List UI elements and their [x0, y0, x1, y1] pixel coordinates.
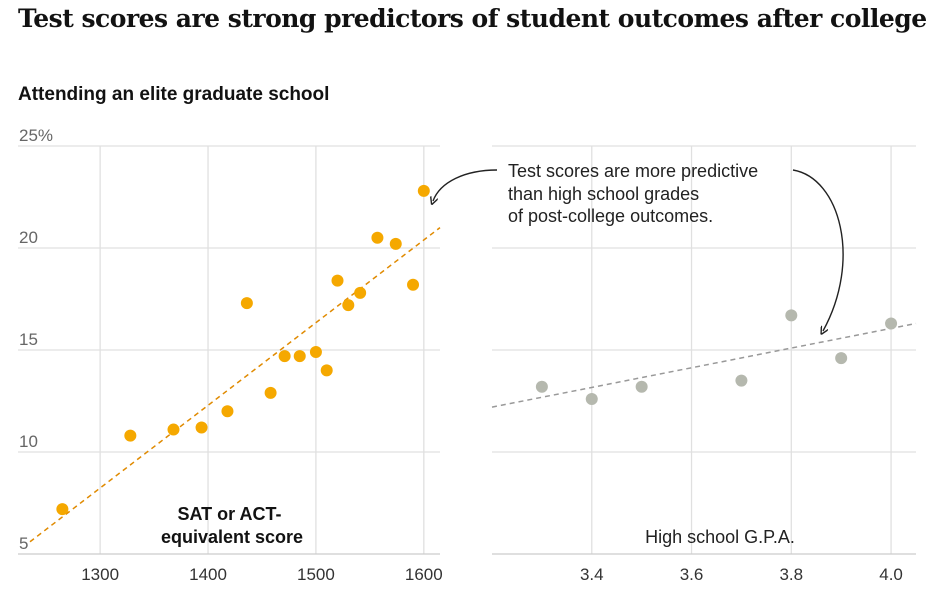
right-trend	[491, 322, 917, 408]
gpa-point	[585, 392, 598, 405]
x-tick-label: 4.0	[879, 565, 903, 584]
y-tick-label: 20	[19, 228, 38, 247]
right-x-axis-ticks: 3.4 3.6 3.8 4.0	[580, 565, 903, 584]
sat-point	[371, 231, 384, 244]
sat-point	[407, 278, 420, 291]
gpa-trend-line	[491, 322, 917, 408]
x-tick-label: 3.6	[680, 565, 704, 584]
chart-title: Test scores are strong predictors of stu…	[18, 4, 927, 33]
gpa-point	[835, 352, 848, 365]
gpa-point	[735, 374, 748, 387]
sat-point	[240, 297, 253, 310]
left-x-label-line-1: SAT or ACT-	[177, 504, 281, 524]
sat-point	[389, 237, 402, 250]
x-tick-label: 3.4	[580, 565, 604, 584]
sat-point	[167, 423, 180, 436]
sat-point	[293, 350, 306, 363]
left-points	[56, 184, 430, 516]
left-grid	[18, 145, 440, 555]
right-grid	[492, 145, 916, 555]
left-x-axis-label: SAT or ACT- equivalent score	[161, 504, 303, 547]
left-x-label-line-2: equivalent score	[161, 527, 303, 547]
x-tick-label: 1400	[189, 565, 227, 584]
y-tick-label: 5	[19, 534, 28, 553]
sat-point	[56, 503, 69, 516]
annotation-line-3: of post-college outcomes.	[508, 206, 713, 226]
gpa-point	[785, 309, 798, 322]
x-tick-label: 1500	[297, 565, 335, 584]
y-tick-label: 15	[19, 330, 38, 349]
sat-point	[221, 405, 234, 418]
annotation-line-1: Test scores are more predictive	[508, 161, 758, 181]
sat-point	[278, 350, 291, 363]
right-x-axis-label: High school G.P.A.	[645, 527, 795, 547]
x-tick-label: 3.8	[779, 565, 803, 584]
annotation-arrow-right	[792, 169, 844, 331]
sat-point	[264, 386, 277, 399]
annotation-text: Test scores are more predictive than hig…	[508, 161, 763, 226]
annotation-line-2: than high school grades	[508, 184, 699, 204]
sat-point	[320, 364, 333, 377]
right-points	[535, 309, 898, 405]
gpa-point	[535, 380, 548, 393]
sat-point	[354, 286, 367, 299]
left-trend	[29, 227, 441, 543]
sat-point	[342, 299, 355, 312]
y-axis-ticks: 5 10 15 20 25%	[19, 126, 53, 553]
y-tick-label: 25%	[19, 126, 53, 145]
gpa-point	[885, 317, 898, 330]
sat-point	[331, 274, 344, 287]
sat-point	[195, 421, 208, 434]
y-tick-label: 10	[19, 432, 38, 451]
x-tick-label: 1600	[405, 565, 443, 584]
x-tick-label: 1300	[81, 565, 119, 584]
sat-trend-line	[29, 227, 441, 543]
sat-point	[417, 184, 430, 197]
sat-point	[309, 346, 322, 359]
gpa-point	[635, 380, 648, 393]
left-x-axis-ticks: 1300 1400 1500 1600	[81, 565, 443, 584]
chart-subtitle: Attending an elite graduate school	[18, 84, 330, 105]
annotation-arrow-left	[433, 169, 498, 201]
sat-point	[124, 429, 137, 442]
